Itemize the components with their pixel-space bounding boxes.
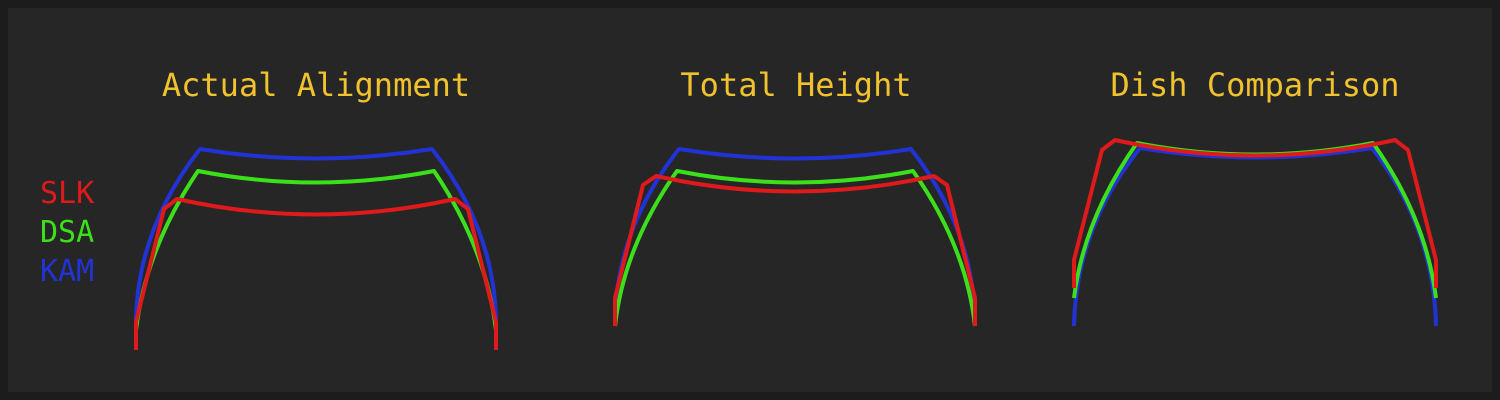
kam-profile-actual-alignment bbox=[134, 147, 498, 321]
legend-label-dsa: DSA bbox=[40, 215, 95, 250]
figure-panel bbox=[8, 8, 1492, 392]
kam-profile-dish-comparison bbox=[1072, 146, 1438, 327]
panel-total-height bbox=[613, 147, 977, 327]
kam-profile-total-height bbox=[613, 147, 977, 321]
legend-label-slk: SLK bbox=[40, 176, 95, 211]
legend: SLK DSA KAM bbox=[40, 174, 94, 291]
dsa-profile-total-height bbox=[613, 169, 977, 327]
panel-actual-alignment bbox=[134, 147, 498, 350]
title-actual-alignment: Actual Alignment bbox=[161, 66, 471, 104]
slk-profile-dish-comparison bbox=[1072, 138, 1438, 288]
title-dish-comparison: Dish Comparison bbox=[1110, 66, 1400, 104]
panel-dish-comparison bbox=[1072, 138, 1438, 327]
legend-label-kam: KAM bbox=[40, 254, 95, 289]
slk-profile-actual-alignment bbox=[134, 197, 498, 350]
title-total-height: Total Height bbox=[680, 66, 912, 104]
slk-profile-total-height bbox=[613, 174, 977, 326]
dsa-profile-actual-alignment bbox=[134, 169, 498, 331]
